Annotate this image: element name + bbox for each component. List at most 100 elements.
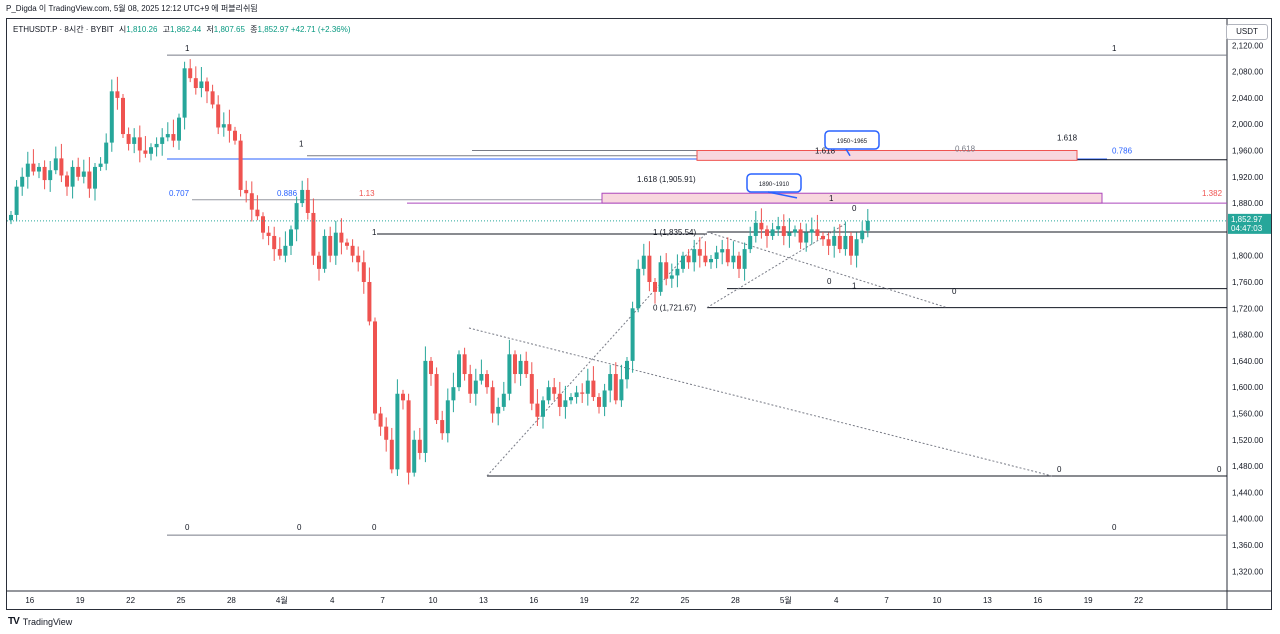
close-value: 1,852.97 [257, 25, 289, 34]
candle-body [669, 275, 674, 279]
candle-body [529, 374, 534, 404]
fib-label: 0 [852, 204, 857, 213]
time-tick-label: 13 [983, 596, 992, 605]
candle-body [238, 140, 243, 190]
candle-body [48, 170, 53, 181]
candle-body [709, 258, 713, 263]
candle-body [345, 242, 349, 246]
candle-body [406, 400, 411, 473]
candle-body [261, 216, 265, 233]
candle-body [294, 203, 299, 230]
candle-body [658, 262, 663, 292]
candle-body [277, 249, 282, 256]
time-tick-label: 5월 [780, 595, 792, 605]
time-tick-label: 22 [126, 596, 135, 605]
candle-body [255, 209, 260, 217]
candle-body [356, 255, 361, 263]
candle-body [59, 158, 64, 176]
candle-body [765, 229, 769, 236]
candle-body [361, 262, 366, 282]
time-tick-label: 4 [834, 596, 839, 605]
candle-body [518, 360, 523, 375]
candle-body [837, 235, 842, 250]
candle-body [552, 387, 557, 394]
candle-body [574, 392, 579, 398]
close-label: 종 [250, 25, 258, 34]
candle-body [686, 255, 691, 263]
open-value: 1,810.26 [126, 25, 158, 34]
low-label: 저 [206, 25, 214, 34]
candle-body [384, 426, 389, 440]
candle-body [423, 360, 428, 453]
candle-body [636, 268, 641, 309]
candle-body [541, 400, 545, 417]
currency-unit-button[interactable]: USDT [1226, 24, 1268, 40]
symbol-legend: ETHUSDT.P · 8시간 · BYBIT 시1,810.26 고1,862… [13, 24, 351, 35]
price-tick-label: 1,800.00 [1232, 252, 1264, 261]
candle-body [781, 226, 786, 236]
fib-label: 0.618 [955, 144, 976, 153]
candle-body [143, 150, 148, 154]
candle-body [339, 232, 344, 243]
candle-body [501, 393, 506, 407]
candle-body [597, 397, 601, 407]
price-tick-label: 1,640.00 [1232, 357, 1264, 366]
candle-body [585, 380, 590, 394]
fib-label: 1 [1112, 44, 1117, 53]
price-tick-label: 1,920.00 [1232, 173, 1264, 182]
fib-label: 1 [299, 139, 304, 148]
candle-body [104, 142, 109, 164]
candle-body [776, 226, 781, 230]
time-tick-label: 16 [25, 596, 34, 605]
candle-body [804, 232, 809, 243]
tradingview-logo-icon: TV [8, 616, 20, 627]
low-value: 1,807.65 [213, 25, 245, 34]
time-tick-label: 16 [529, 596, 538, 605]
candle-body [675, 268, 680, 276]
candle-body [171, 134, 176, 141]
candle-body [580, 392, 585, 394]
fib-label: 0 (1,721.67) [653, 304, 696, 313]
price-tick-label: 1,320.00 [1232, 567, 1264, 576]
candle-body [233, 130, 237, 141]
candle-body [535, 403, 540, 417]
candle-body [121, 97, 125, 135]
candle-body [20, 176, 25, 187]
high-label: 고 [162, 25, 171, 34]
candle-body [854, 239, 859, 256]
chart-frame[interactable]: 1,320.00 1,360.00 1,400.00 1,440.00 1,480.00… [6, 18, 1272, 610]
candle-body [137, 137, 142, 151]
candle-body [742, 249, 747, 269]
candle-body [451, 387, 456, 401]
candle-body [227, 124, 232, 131]
candle-body [770, 229, 775, 236]
candle-body [401, 393, 405, 401]
target-zone-upper [696, 149, 1078, 161]
candle-body [300, 189, 305, 204]
candle-body [322, 235, 327, 269]
candle-body [793, 229, 797, 233]
trend-line [468, 327, 1053, 477]
time-tick-label: 4 [330, 596, 335, 605]
fib-label: 0.886 [277, 189, 298, 198]
candle-body [98, 163, 103, 167]
candle-body [81, 171, 86, 177]
candle-body [42, 166, 47, 181]
candle-body [378, 413, 383, 427]
candle-body [283, 245, 288, 256]
time-tick-label: 7 [884, 596, 889, 605]
candle-body [205, 81, 209, 92]
candle-body [485, 374, 489, 388]
price-chart[interactable]: 1,320.00 1,360.00 1,400.00 1,440.00 1,480.00… [7, 19, 1271, 609]
candle-body [429, 360, 433, 375]
candle-body [613, 374, 618, 401]
fib-label: 0 [827, 277, 832, 286]
candle-body [608, 374, 613, 391]
fib-label: 1 [852, 282, 857, 291]
trend-line [486, 231, 708, 477]
price-tick-label: 1,360.00 [1232, 541, 1264, 550]
candle-body [311, 212, 316, 256]
footer-brand[interactable]: TV TradingView [8, 614, 72, 630]
time-tick-label: 19 [580, 596, 589, 605]
candle-body [496, 406, 501, 414]
